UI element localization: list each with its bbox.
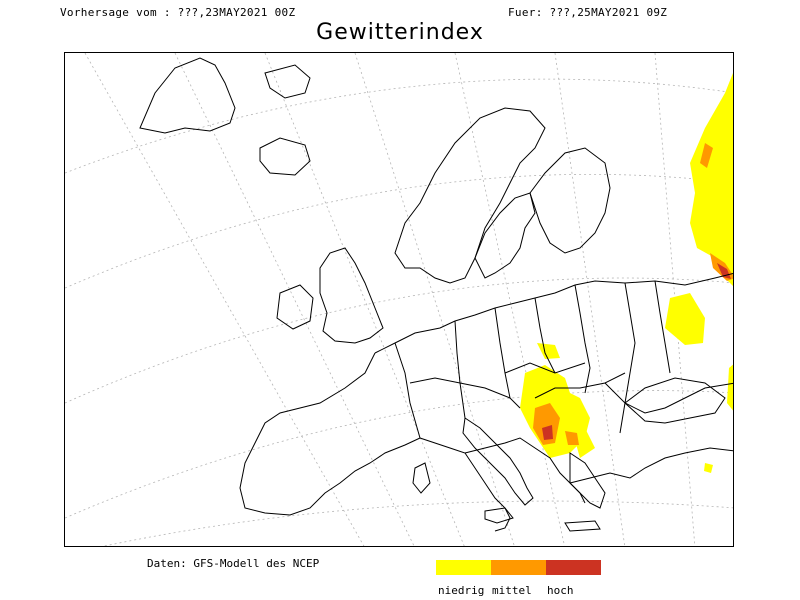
coastlines-and-borders bbox=[139, 57, 733, 532]
storm-index-medium bbox=[533, 143, 733, 445]
thunderstorm-index-map bbox=[64, 52, 734, 547]
legend-swatch-high bbox=[546, 560, 601, 575]
map-canvas bbox=[65, 53, 733, 546]
legend-swatch-medium bbox=[491, 560, 546, 575]
legend-label-low: niedrig bbox=[438, 584, 485, 597]
forecast-valid-time: Fuer: ???,25MAY2021 09Z bbox=[508, 6, 668, 19]
forecast-init-time: Vorhersage vom : ???,23MAY2021 00Z bbox=[60, 6, 296, 19]
legend-label-medium: mittel bbox=[492, 584, 532, 597]
map-title: Gewitterindex bbox=[316, 20, 484, 45]
data-source-note: Daten: GFS-Modell des NCEP bbox=[147, 557, 320, 570]
legend-swatch-low bbox=[436, 560, 491, 575]
legend-label-high: hoch bbox=[547, 584, 574, 597]
graticule bbox=[65, 53, 733, 546]
